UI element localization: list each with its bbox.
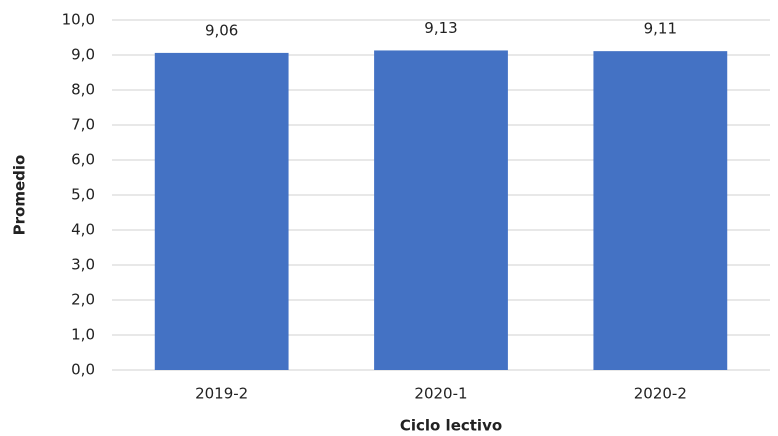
y-tick-label: 7,0: [71, 116, 95, 134]
y-tick-label: 4,0: [71, 221, 95, 239]
x-axis-title: Ciclo lectivo: [400, 417, 502, 435]
bar: [374, 50, 508, 370]
y-axis-title: Promedio: [11, 155, 29, 236]
x-tick-label: 2020-1: [414, 385, 467, 403]
data-label: 9,11: [644, 20, 677, 38]
bar: [154, 52, 289, 371]
y-tick-label: 9,0: [71, 46, 95, 64]
y-tick-label: 1,0: [71, 326, 95, 344]
y-tick-label: 8,0: [71, 81, 95, 99]
y-tick-label: 5,0: [71, 186, 95, 204]
y-tick-label: 0,0: [71, 361, 95, 379]
data-label: 9,13: [424, 19, 457, 37]
x-tick-label: 2020-2: [634, 385, 687, 403]
y-tick-label: 3,0: [71, 256, 95, 274]
y-tick-label: 2,0: [71, 291, 95, 309]
y-tick-label: 10,0: [62, 11, 95, 29]
y-tick-label: 6,0: [71, 151, 95, 169]
x-tick-label: 2019-2: [195, 385, 248, 403]
bar: [593, 51, 728, 371]
data-label: 9,06: [205, 21, 238, 39]
